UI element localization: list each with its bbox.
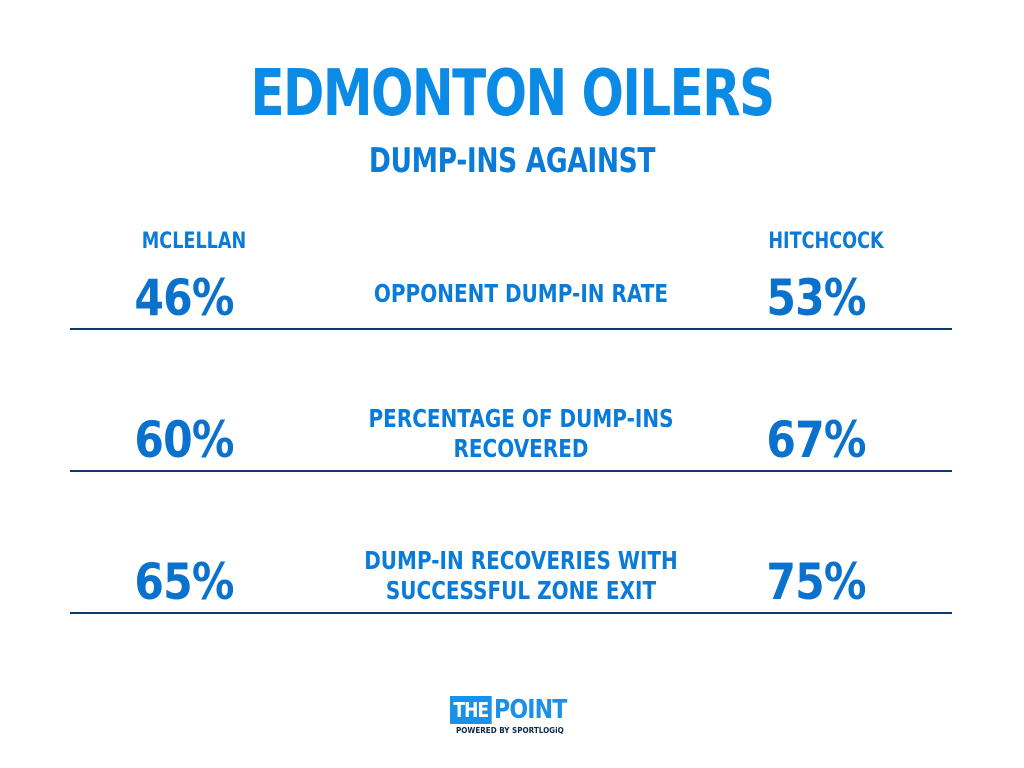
stat-row-dump-ins-recovered: 60% PERCENTAGE OF DUMP-INS RECOVERED 67% [70,382,952,472]
metric-label-line: DUMP-IN RECOVERIES WITH [364,546,678,575]
stat-row-dump-in-rate: 46% OPPONENT DUMP-IN RATE 53% [70,240,952,330]
metric-label-line: PERCENTAGE OF DUMP-INS [368,404,674,433]
metric-label: PERCENTAGE OF DUMP-INS RECOVERED [360,404,682,464]
hitchcock-value: 53% [766,269,866,327]
logo-point-wordmark: POINT [494,695,567,725]
mclellan-value: 60% [134,411,234,469]
chart-title: EDMONTON OILERS [250,57,776,131]
mclellan-value: 46% [134,269,234,327]
metric-label: DUMP-IN RECOVERIES WITH SUCCESSFUL ZONE … [360,546,682,606]
metric-label-line: SUCCESSFUL ZONE EXIT [385,576,657,605]
stat-row-zone-exit: 65% DUMP-IN RECOVERIES WITH SUCCESSFUL Z… [70,524,952,614]
logo-powered-by: POWERED BY SPORTLOGiQ [456,726,564,735]
metric-label-line: RECOVERED [453,434,589,463]
row-divider [70,470,952,472]
metric-label-line: OPPONENT DUMP-IN RATE [373,279,669,308]
column-header-hitchcock: HITCHCOCK [768,229,884,254]
hitchcock-value: 67% [766,411,866,469]
metric-label: OPPONENT DUMP-IN RATE [360,279,682,309]
hitchcock-value: 75% [766,553,866,611]
logo-the-badge: THE [450,696,492,724]
column-header-mclellan: MCLELLAN [141,229,247,254]
the-point-logo: THE POINT POWERED BY SPORTLOGiQ [448,694,576,740]
row-divider [70,612,952,614]
row-divider [70,328,952,330]
chart-subtitle: DUMP-INS AGAINST [368,141,656,181]
mclellan-value: 65% [134,553,234,611]
